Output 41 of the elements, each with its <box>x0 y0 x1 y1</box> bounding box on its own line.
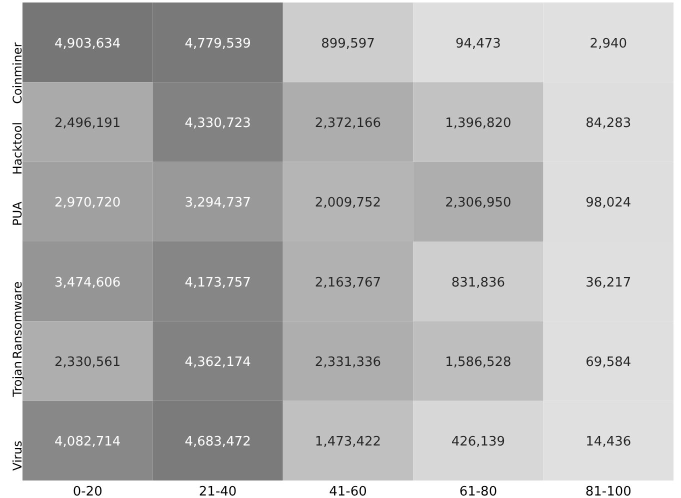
y-tick-label: Trojan <box>10 360 24 398</box>
data-label: 4,173,757 <box>184 275 251 290</box>
data-label: 1,586,528 <box>445 355 512 370</box>
data-label: 2,331,336 <box>314 355 382 370</box>
data-label: 2,330,561 <box>54 355 121 370</box>
data-label: 2,306,950 <box>445 196 512 211</box>
data-label: 14,436 <box>586 434 632 450</box>
data-label: 426,139 <box>451 434 506 450</box>
data-label: 3,474,606 <box>54 275 121 290</box>
data-label: 98,024 <box>586 196 632 211</box>
data-label: 4,903,634 <box>54 36 121 52</box>
data-label: 831,836 <box>451 275 506 290</box>
data-label: 1,396,820 <box>445 116 512 131</box>
data-label: 4,362,174 <box>184 355 251 370</box>
data-label: 36,217 <box>586 275 632 290</box>
y-tick-label: Virus <box>10 440 24 471</box>
data-label: 4,683,472 <box>184 434 251 450</box>
data-label: 94,473 <box>455 36 501 52</box>
data-label: 2,970,720 <box>54 196 121 211</box>
data-label: 899,597 <box>321 36 375 52</box>
data-label: 69,584 <box>586 355 632 370</box>
data-label: 84,283 <box>586 116 632 131</box>
data-label: 4,779,539 <box>184 36 251 52</box>
data-label: 2,009,752 <box>314 196 382 211</box>
x-tick-label: 81-100 <box>585 484 632 498</box>
data-label: 1,473,422 <box>314 434 382 450</box>
x-tick-label: 41-60 <box>329 484 367 498</box>
data-label: 4,330,723 <box>184 116 251 131</box>
y-tick-label: PUA <box>10 200 24 226</box>
x-tick-label: 21-40 <box>198 484 237 498</box>
data-label: 3,294,737 <box>184 196 251 211</box>
x-tick-label: 61-80 <box>459 484 498 498</box>
y-tick-label: Hacktool <box>10 122 24 175</box>
y-tick-label: Ransomware <box>10 281 24 359</box>
data-label: 2,496,191 <box>54 116 121 131</box>
data-label: 2,163,767 <box>314 275 382 290</box>
x-tick-label: 0-20 <box>72 484 102 498</box>
data-label: 4,082,714 <box>54 434 121 450</box>
data-label: 2,940 <box>590 36 628 52</box>
y-tick-label: Coinminer <box>10 42 24 104</box>
data-label: 2,372,166 <box>314 116 382 131</box>
